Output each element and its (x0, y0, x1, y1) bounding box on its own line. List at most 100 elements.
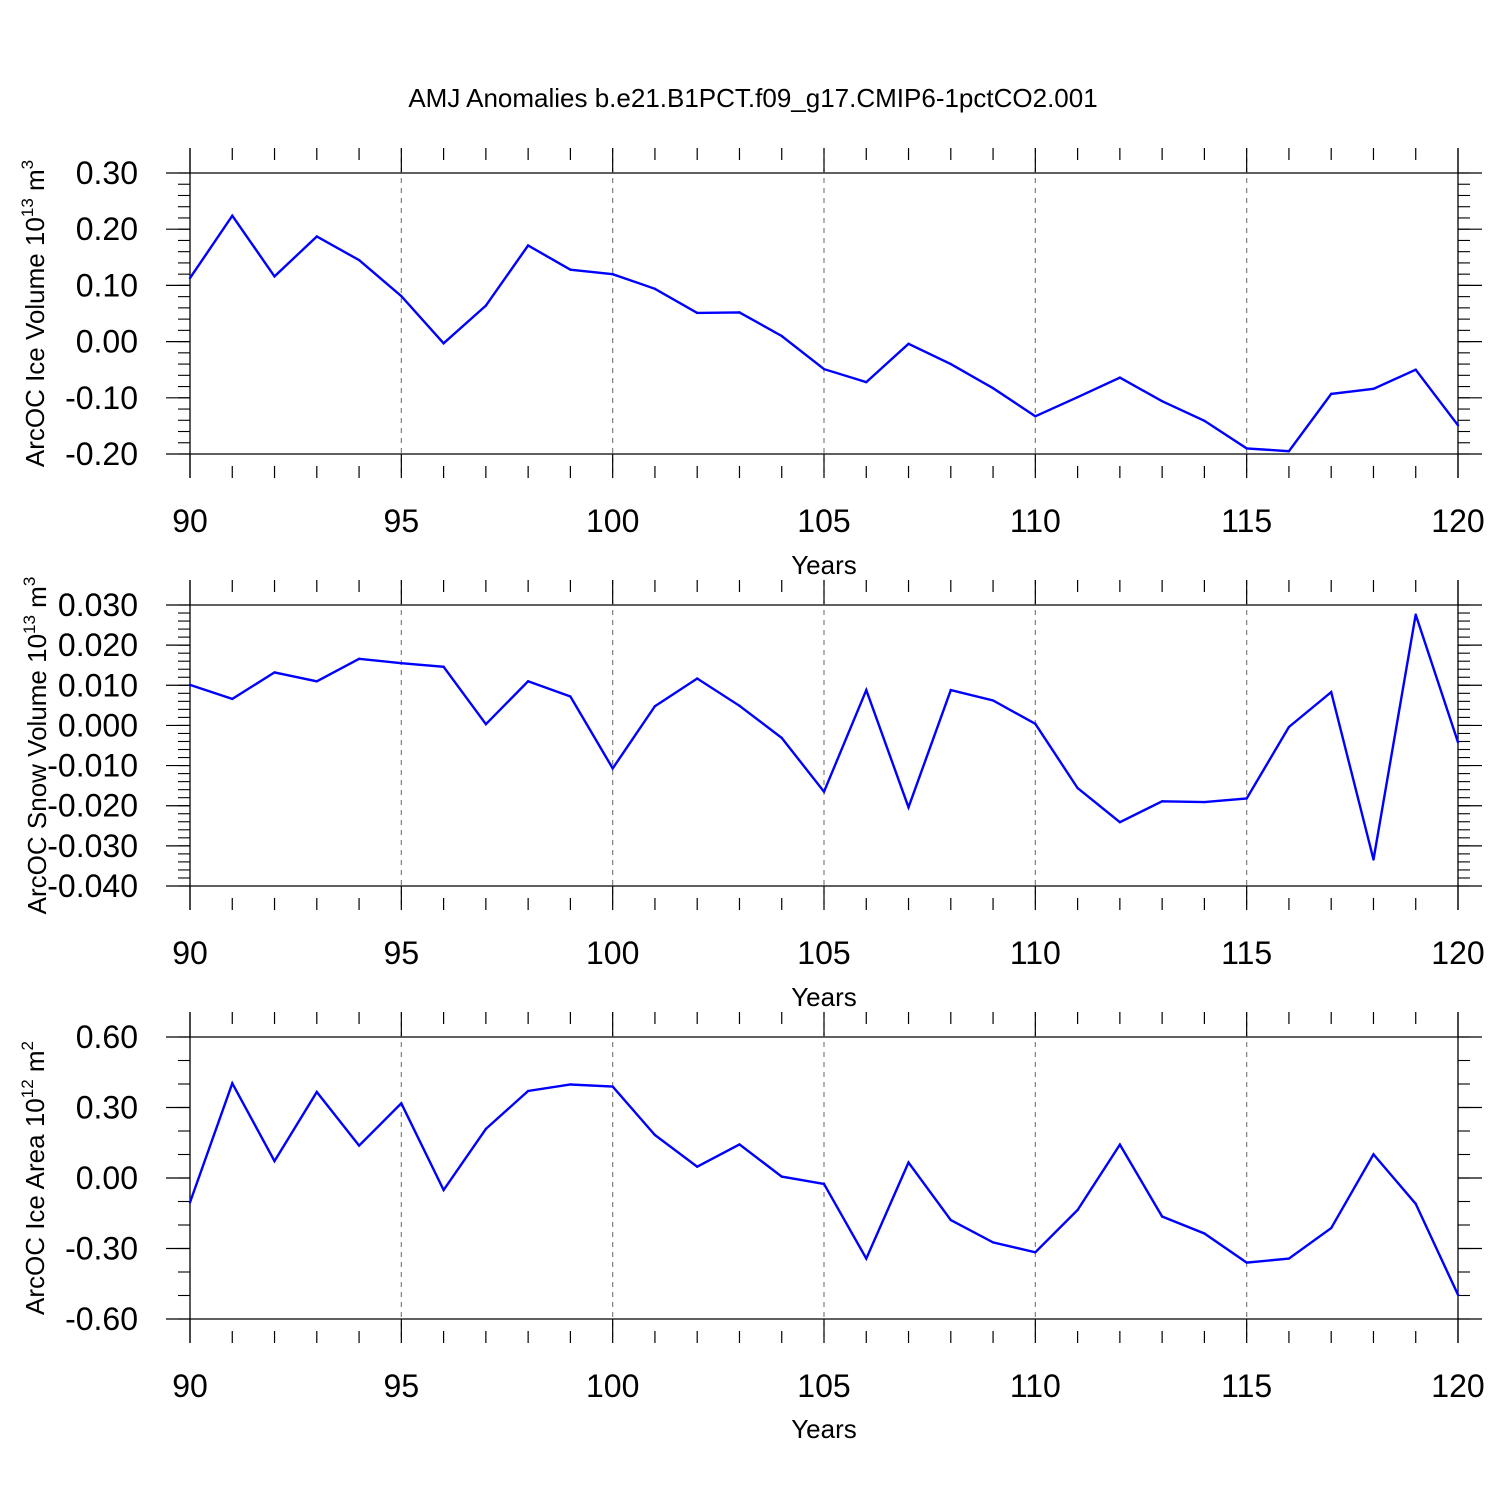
data-point (569, 1083, 572, 1086)
data-point (231, 697, 234, 701)
y-tick-label: -0.30 (65, 1231, 138, 1267)
y-tick-label: 0.10 (76, 267, 138, 303)
data-point (696, 677, 699, 680)
data-point (1160, 1215, 1164, 1218)
data-point (1118, 820, 1122, 824)
y-tick-label: 0.000 (58, 707, 138, 743)
data-point (357, 657, 361, 660)
data-point (400, 294, 403, 298)
y-tick-label: 0.020 (58, 627, 138, 663)
y-tick-label: 0.030 (58, 587, 138, 623)
x-tick-label: 100 (586, 1368, 639, 1404)
x-tick-label: 110 (1010, 503, 1061, 539)
data-point (1034, 415, 1037, 418)
data-point (1034, 722, 1037, 726)
y-tick-label: -0.60 (65, 1301, 138, 1337)
y-axis-title: ArcOC Ice Area 1012 m2 (18, 1041, 50, 1315)
data-point (780, 1175, 783, 1178)
y-tick-label: 0.30 (76, 155, 138, 191)
data-point (1034, 1251, 1037, 1254)
data-point (991, 699, 995, 702)
data-point (822, 1182, 826, 1186)
x-axis-title: Years (791, 1414, 857, 1444)
data-point (738, 311, 741, 314)
data-point (273, 671, 276, 674)
data-point (738, 704, 741, 707)
data-point (569, 695, 572, 698)
data-point (611, 1085, 614, 1088)
data-point (1118, 376, 1122, 379)
data-point (780, 736, 783, 740)
data-point (949, 362, 952, 366)
y-tick-label: -0.010 (47, 748, 138, 784)
panels: 0.30 0.20 0.10 0.00 -0.10 -0.20 90 95 100 105 110 1… (18, 148, 1485, 1444)
x-tick-label: 120 (1431, 503, 1484, 539)
data-point (1076, 1208, 1079, 1212)
data-point (315, 1090, 318, 1094)
y-tick-label: -0.040 (47, 868, 138, 904)
data-point (696, 1165, 699, 1168)
data-point (526, 680, 530, 683)
data-point (442, 1188, 445, 1192)
data-point (442, 342, 445, 345)
data-point (400, 1102, 403, 1105)
data-point (357, 1144, 361, 1147)
data-point (188, 683, 192, 687)
data-point (484, 1127, 488, 1131)
figure-title: AMJ Anomalies b.e21.B1PCT.f09_g17.CMIP6-… (408, 83, 1097, 113)
x-tick-label: 110 (1010, 935, 1061, 971)
data-point (526, 244, 530, 247)
data-point (696, 311, 699, 315)
y-tick-label: 0.00 (76, 1160, 138, 1196)
x-tick-label: 105 (797, 1368, 850, 1404)
y-axis-title: ArcOC Snow Volume 1013 m3 (20, 577, 52, 915)
data-point (231, 1082, 234, 1085)
data-point (1160, 399, 1164, 403)
data-point (231, 214, 234, 217)
data-point (1414, 613, 1417, 616)
data-point (1287, 449, 1291, 453)
x-tick-label: 115 (1221, 1368, 1272, 1404)
data-point (1372, 1153, 1375, 1156)
data-point (1245, 797, 1248, 800)
data-point (1372, 387, 1375, 391)
data-point (611, 767, 614, 770)
data-point (357, 258, 361, 262)
data-point (822, 790, 826, 793)
data-point (907, 806, 910, 809)
y-tick-label: -0.10 (65, 380, 138, 416)
data-point (1245, 447, 1248, 450)
data-point (484, 304, 488, 307)
x-tick-label: 115 (1221, 935, 1272, 971)
y-axis-title: ArcOC Ice Volume 1013 m3 (18, 160, 50, 467)
x-tick-label: 100 (586, 503, 639, 539)
x-tick-label: 110 (1010, 1368, 1061, 1404)
data-point (653, 287, 657, 290)
data-point (949, 1218, 952, 1222)
data-point (991, 1241, 995, 1244)
y-tick-label: -0.20 (65, 436, 138, 472)
data-point (526, 1089, 530, 1093)
data-point (738, 1143, 741, 1146)
data-point (1245, 1261, 1248, 1264)
x-tick-label: 90 (172, 1368, 208, 1404)
y-tick-label: -0.020 (47, 788, 138, 824)
data-point (865, 380, 868, 384)
data-point (1456, 1293, 1460, 1296)
data-point (1414, 1202, 1417, 1206)
x-axis-title: Years (791, 982, 857, 1012)
data-point (273, 275, 276, 278)
x-tick-label: 95 (384, 1368, 420, 1404)
y-tick-label: 0.00 (76, 324, 138, 360)
y-tick-label: 0.20 (76, 211, 138, 247)
panel-3: 0.60 0.30 0.00 -0.30 -0.60 90 95 100 105 110 115 12… (18, 1012, 1485, 1444)
data-point (653, 1133, 657, 1137)
data-point (1330, 690, 1333, 694)
y-tick-label: 0.010 (58, 667, 138, 703)
data-point (780, 334, 783, 338)
x-tick-label: 90 (172, 935, 208, 971)
data-point (611, 272, 614, 276)
data-point (1330, 392, 1333, 396)
data-point (442, 665, 445, 669)
